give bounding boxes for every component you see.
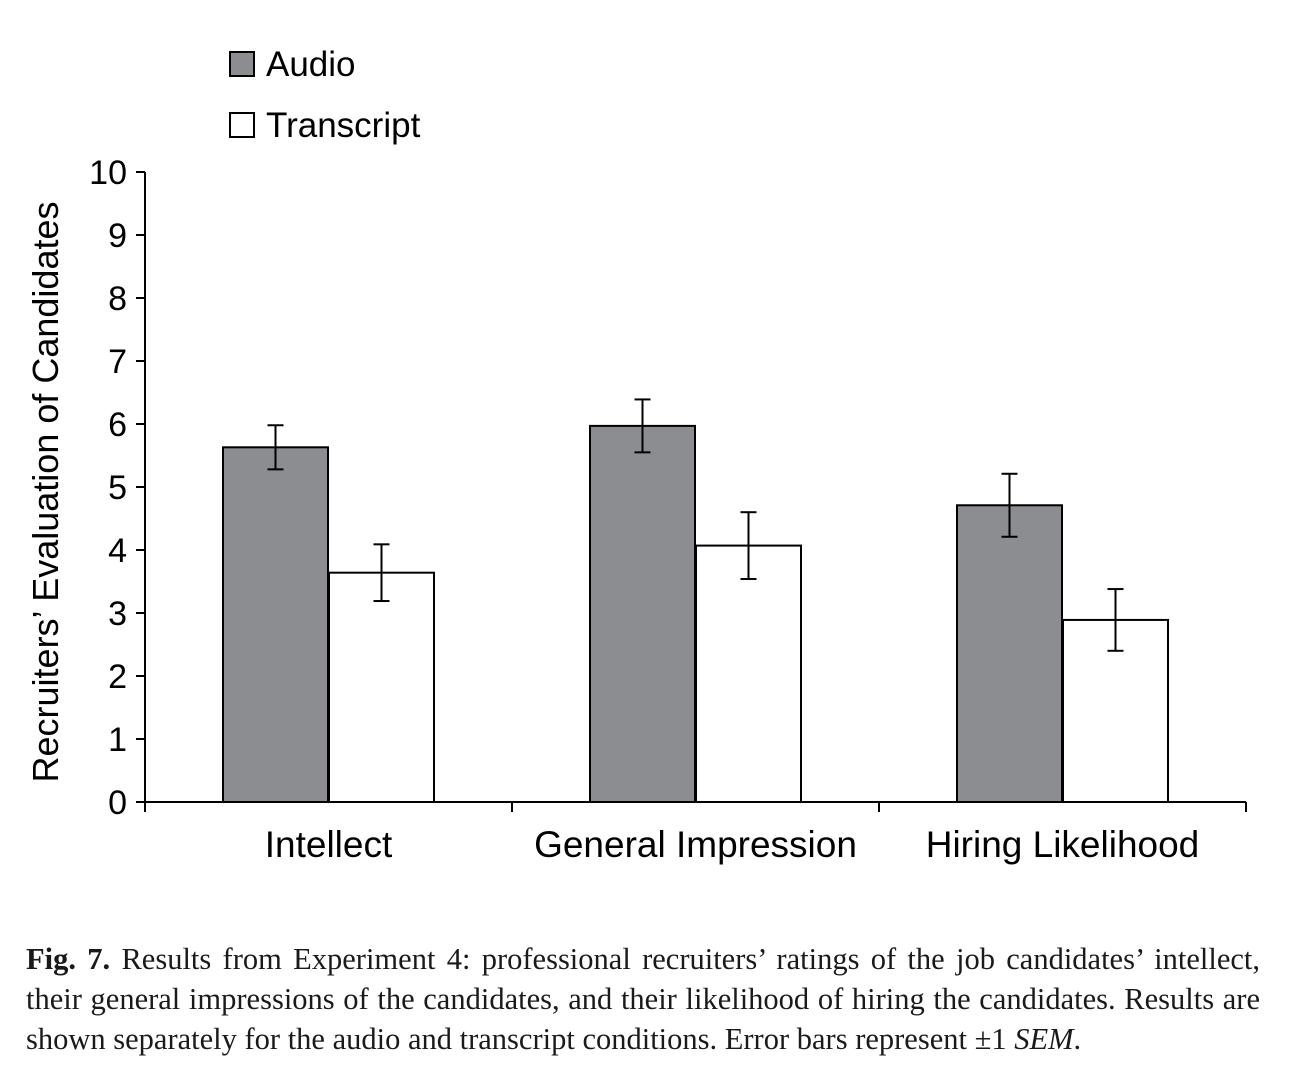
error-bar-audio-3 (1001, 472, 1018, 538)
y-tick-label: 5 (108, 469, 127, 507)
y-tick-label: 0 (108, 784, 127, 822)
x-axis-categories: Intellect General Impression Hiring Likeli… (265, 824, 1200, 865)
y-tick-label: 6 (108, 406, 127, 444)
bar-audio-3 (956, 504, 1063, 803)
bar-audio-2 (589, 424, 696, 803)
y-tick-label: 1 (108, 721, 127, 759)
x-category-label: Intellect (265, 824, 393, 865)
bars (222, 424, 1169, 804)
y-axis-label: Recruiters’ Evaluation of Candidates (25, 202, 66, 783)
x-category-label: Hiring Likelihood (926, 824, 1200, 865)
error-bar-audio-2 (634, 398, 651, 454)
error-bar-transcript-3 (1107, 588, 1124, 652)
legend-swatch-audio (229, 51, 255, 77)
bar-chart: Audio Transcript Recruiters’ Evaluation o… (25, 45, 1247, 865)
error-bar-audio-1 (267, 424, 284, 471)
y-tick-label: 7 (108, 343, 127, 381)
legend: Audio Transcript (229, 45, 421, 145)
y-tick-label: 10 (89, 154, 127, 192)
caption-label: Fig. 7. (26, 941, 111, 976)
caption-text: Results from Experiment 4: professional … (26, 941, 1260, 1056)
x-category-label: General Impression (534, 824, 857, 865)
error-bars (267, 398, 1124, 652)
figure-caption: Fig. 7. Results from Experiment 4: profe… (26, 939, 1260, 1059)
y-tick-label: 8 (108, 280, 127, 318)
caption-end: . (1073, 1021, 1082, 1056)
y-tick-label: 4 (108, 532, 127, 570)
bar-transcript-2 (695, 544, 802, 804)
y-tick-label: 9 (108, 217, 127, 255)
caption-emphasis: SEM (1014, 1021, 1074, 1056)
legend-label-transcript: Transcript (266, 106, 421, 145)
error-bar-transcript-1 (373, 543, 390, 603)
legend-label-audio: Audio (266, 45, 356, 84)
error-bar-transcript-2 (740, 511, 757, 580)
y-tick-label: 2 (108, 658, 127, 696)
bar-audio-1 (222, 446, 329, 803)
legend-swatch-transcript (229, 112, 255, 138)
bar-transcript-1 (328, 571, 435, 803)
y-tick-label: 3 (108, 595, 127, 633)
y-axis-ticks: 0 1 2 3 4 5 6 7 8 9 10 (89, 154, 145, 822)
axes (144, 172, 1247, 812)
